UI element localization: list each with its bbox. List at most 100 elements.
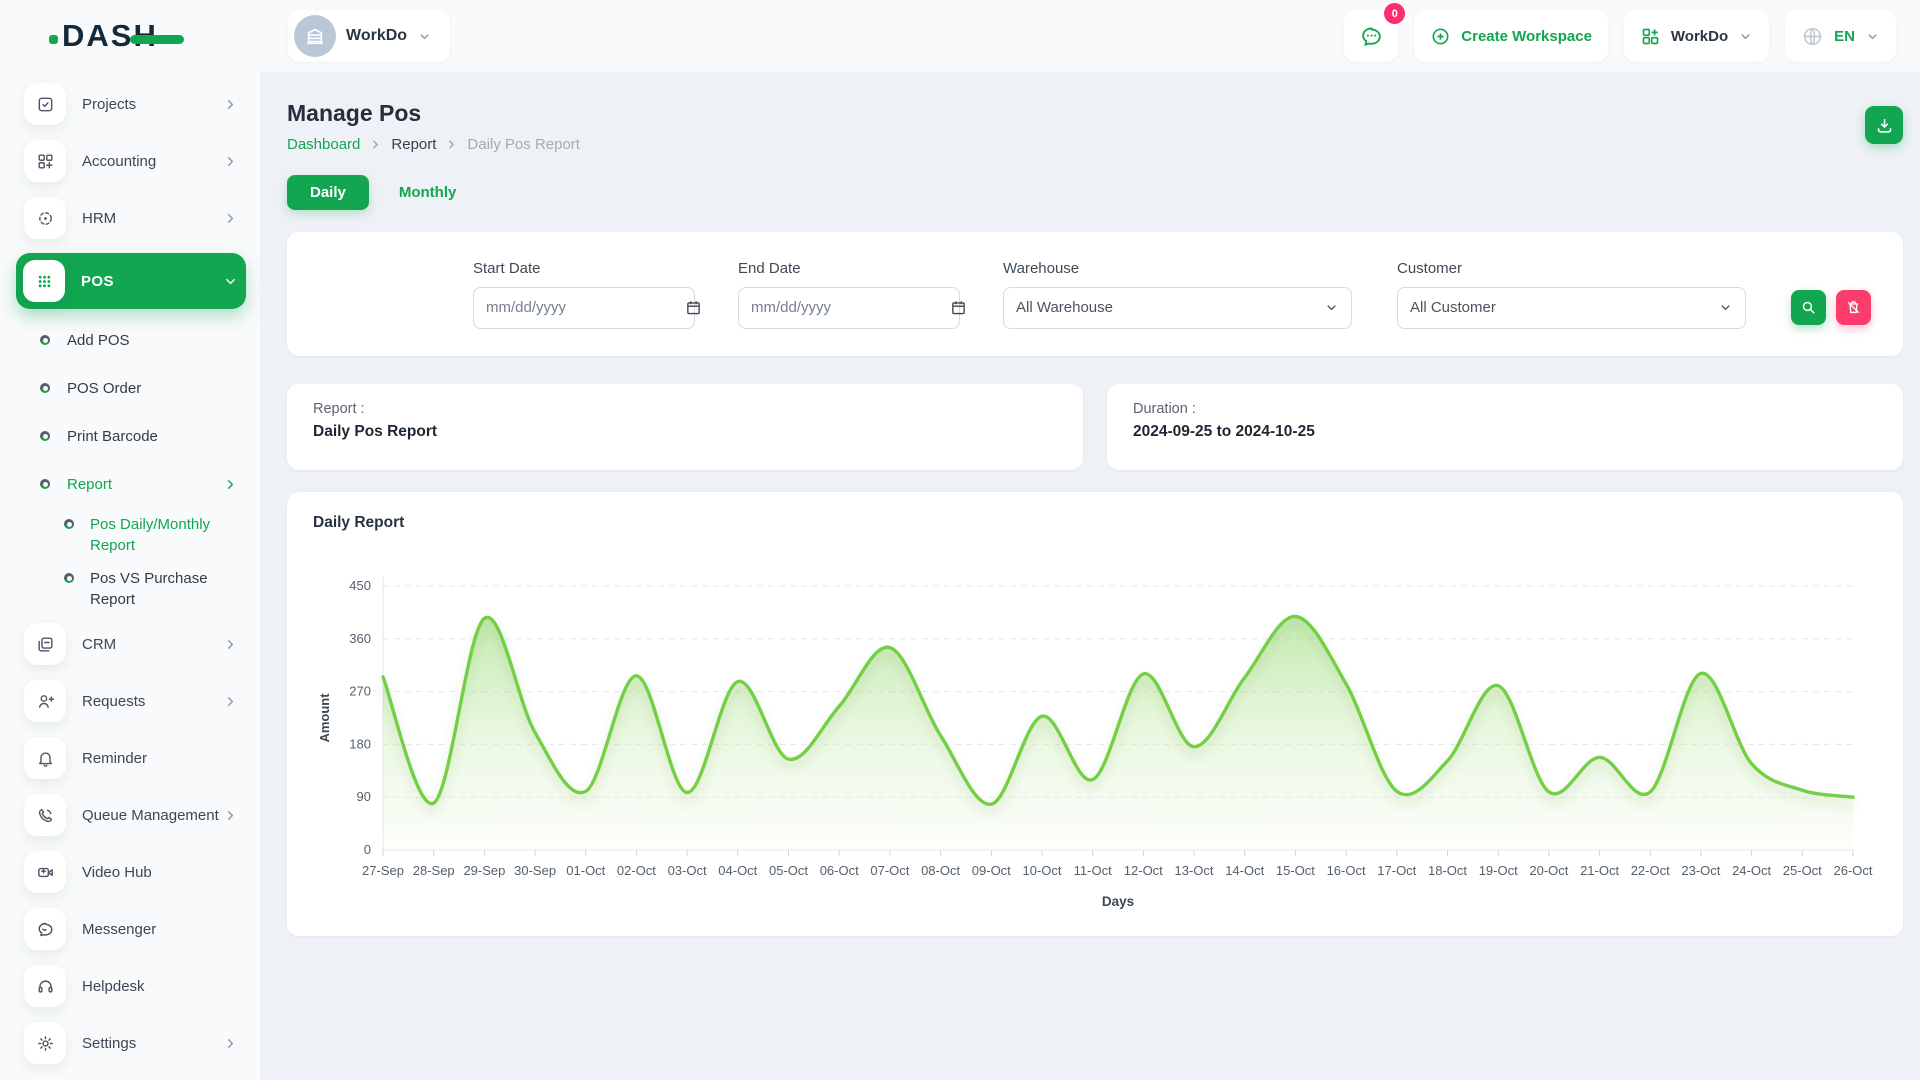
chevron-down-icon [1865, 29, 1880, 44]
sidebar-item-report[interactable]: Report [40, 466, 238, 502]
customer-select[interactable]: All Customer [1397, 287, 1746, 329]
svg-text:13-Oct: 13-Oct [1174, 863, 1213, 878]
daily-report-chart: 090180270360450 27-Sep28-Sep29-Sep30-Sep… [313, 558, 1877, 930]
customer-label: Customer [1397, 260, 1746, 277]
filter-actions [1791, 290, 1871, 325]
svg-text:30-Sep: 30-Sep [514, 863, 556, 878]
start-date-text[interactable] [486, 299, 685, 316]
workspace-grid-icon [1640, 26, 1661, 47]
svg-text:Days: Days [1102, 894, 1134, 909]
sidebar-item-queue-management[interactable]: Queue Management [16, 793, 246, 837]
svg-text:Amount: Amount [317, 693, 332, 743]
video-icon [24, 851, 66, 893]
sidebar-item-pos-vs-purchase-report[interactable]: Pos VS Purchase Report [64, 568, 238, 610]
breadcrumb-separator-icon [369, 138, 382, 151]
messenger-icon [24, 908, 66, 950]
breadcrumb: DashboardReportDaily Pos Report [287, 136, 580, 153]
download-button[interactable] [1865, 106, 1903, 144]
chevron-down-icon [1718, 300, 1733, 315]
sidebar-item-messenger[interactable]: Messenger [16, 907, 246, 951]
warehouse-field: Warehouse All Warehouse [1003, 260, 1352, 329]
summary-row: Report : Daily Pos Report Duration : 202… [287, 384, 1903, 470]
svg-text:25-Oct: 25-Oct [1783, 863, 1822, 878]
sidebar-item-projects[interactable]: Projects [16, 82, 246, 126]
sidebar-item-crm[interactable]: CRM [16, 622, 246, 666]
end-date-field: End Date [738, 260, 960, 329]
breadcrumb-report[interactable]: Report [391, 136, 436, 153]
breadcrumb-dashboard[interactable]: Dashboard [287, 136, 360, 153]
sidebar-item-video-hub[interactable]: Video Hub [16, 850, 246, 894]
svg-text:18-Oct: 18-Oct [1428, 863, 1467, 878]
helpdesk-icon [24, 965, 66, 1007]
reset-filter-button[interactable] [1836, 290, 1871, 325]
calendar-icon[interactable] [685, 299, 702, 316]
sidebar-item-label: HRM [82, 210, 116, 227]
sidebar-item-print-barcode[interactable]: Print Barcode [40, 418, 238, 454]
sidebar-item-accounting[interactable]: Accounting [16, 139, 246, 183]
sidebar-item-settings[interactable]: Settings [16, 1021, 246, 1065]
customer-selected-value: All Customer [1410, 299, 1496, 316]
svg-text:08-Oct: 08-Oct [921, 863, 960, 878]
sidebar-item-pos-order[interactable]: POS Order [40, 370, 238, 406]
svg-text:02-Oct: 02-Oct [617, 863, 656, 878]
app-logo[interactable]: DASH [62, 18, 158, 54]
bullet-icon [64, 519, 74, 529]
chevron-down-icon [417, 29, 432, 44]
sidebar-item-add-pos[interactable]: Add POS [40, 322, 238, 358]
create-workspace-button[interactable]: Create Workspace [1414, 10, 1608, 62]
svg-text:10-Oct: 10-Oct [1022, 863, 1061, 878]
main-content: Manage Pos DashboardReportDaily Pos Repo… [260, 72, 1920, 1080]
duration-value: 2024-09-25 to 2024-10-25 [1133, 423, 1877, 441]
sidebar-item-requests[interactable]: Requests [16, 679, 246, 723]
tab-daily[interactable]: Daily [287, 175, 369, 210]
svg-text:19-Oct: 19-Oct [1479, 863, 1518, 878]
svg-text:01-Oct: 01-Oct [566, 863, 605, 878]
projects-icon [24, 83, 66, 125]
end-date-input[interactable] [738, 287, 960, 329]
create-workspace-label: Create Workspace [1461, 28, 1592, 45]
end-date-text[interactable] [751, 299, 950, 316]
queue-icon [24, 794, 66, 836]
sidebar-subitem-label: Pos Daily/Monthly Report [90, 514, 238, 556]
calendar-icon[interactable] [950, 299, 967, 316]
end-date-label: End Date [738, 260, 960, 277]
sidebar-item-label: Reminder [82, 750, 147, 767]
sidebar-item-reminder[interactable]: Reminder [16, 736, 246, 780]
warehouse-select[interactable]: All Warehouse [1003, 287, 1352, 329]
download-icon [1875, 116, 1894, 135]
plus-circle-icon [1430, 26, 1451, 47]
search-button[interactable] [1791, 290, 1826, 325]
sidebar-item-label: Requests [82, 693, 145, 710]
tab-monthly[interactable]: Monthly [395, 175, 461, 210]
sidebar-item-helpdesk[interactable]: Helpdesk [16, 964, 246, 1008]
workspace-name: WorkDo [346, 27, 407, 45]
svg-text:26-Oct: 26-Oct [1833, 863, 1872, 878]
messages-button[interactable]: 0 [1344, 10, 1398, 62]
svg-text:12-Oct: 12-Oct [1124, 863, 1163, 878]
workdo-menu-label: WorkDo [1671, 28, 1728, 45]
sidebar-item-label: Settings [82, 1035, 136, 1052]
chevron-down-icon [1738, 29, 1753, 44]
bullet-icon [40, 335, 50, 345]
sidebar-item-label: POS [81, 273, 114, 290]
chevron-right-icon [223, 808, 238, 823]
svg-text:28-Sep: 28-Sep [413, 863, 455, 878]
language-selector[interactable]: EN [1785, 10, 1896, 62]
svg-text:21-Oct: 21-Oct [1580, 863, 1619, 878]
chevron-down-icon [1324, 300, 1339, 315]
start-date-field: Start Date [473, 260, 695, 329]
chevron-right-icon [223, 154, 238, 169]
sidebar-item-pos-daily-monthly-report[interactable]: Pos Daily/Monthly Report [64, 514, 238, 556]
pos-icon [23, 260, 65, 302]
workspace-switcher[interactable]: WorkDo [288, 10, 450, 62]
sidebar-item-pos[interactable]: POS [16, 253, 246, 309]
sidebar-item-hrm[interactable]: HRM [16, 196, 246, 240]
start-date-input[interactable] [473, 287, 695, 329]
chart-title: Daily Report [313, 514, 1877, 532]
chevron-right-icon [223, 477, 238, 492]
top-header: DASH WorkDo 0 Create Workspace WorkDo EN [0, 0, 1920, 72]
sidebar-item-label: Messenger [82, 921, 156, 938]
language-code: EN [1834, 28, 1855, 45]
workdo-menu[interactable]: WorkDo [1624, 10, 1769, 62]
sidebar-item-label: Accounting [82, 153, 156, 170]
